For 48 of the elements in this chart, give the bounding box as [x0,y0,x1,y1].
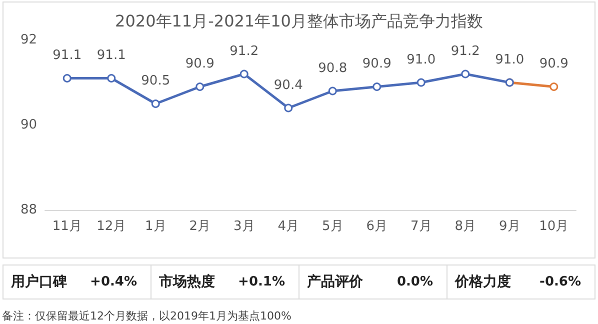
data-label: 91.0 [406,52,436,68]
text: +0.4% [90,274,137,290]
x-tick-label: 3月 [233,219,255,234]
point [284,104,293,112]
data-label: 90.9 [539,56,568,72]
x-tick-label: 4月 [278,219,300,234]
data-label: 91.2 [230,44,259,59]
data-label: 90.5 [141,74,170,88]
point [240,70,248,78]
point [328,86,337,96]
x-tick-label: 7月 [410,219,432,234]
x-tick-label: 10月 [539,219,569,234]
point [461,70,470,78]
point [196,82,204,91]
text: 备注：仅保留最近12个月数据，以2019年1月为基点100% [2,310,292,322]
text: 产品评价 [306,273,364,290]
point [372,82,382,91]
data-label: 90.8 [318,60,348,76]
y-tick-label: 92 [20,32,37,48]
data-label: 91.1 [96,48,126,63]
point [62,74,72,82]
x-tick-label: 6月 [366,219,388,234]
y-tick-label: 90 [20,118,37,132]
text: 0.0% [396,274,433,290]
x-tick-label: 11月 [52,219,82,234]
point [107,74,116,82]
text: 市场热度 [158,273,215,290]
data-label: 90.9 [362,56,392,72]
point [416,78,426,87]
data-label: 91.0 [495,52,524,68]
text: -0.6% [540,274,581,290]
x-tick-label: 8月 [454,219,476,234]
data-label: 91.2 [450,44,480,59]
x-tick-label: 1月 [144,219,166,234]
x-tick-label: 12月 [96,219,126,234]
text: 价格力度 [454,273,511,290]
text: +0.1% [238,274,285,290]
x-tick-label: 9月 [498,219,520,234]
text: 用户口碑 [10,273,67,290]
data-label: 90.9 [185,56,214,72]
data-label: 90.4 [274,78,303,93]
data-label: 91.1 [52,48,82,63]
chart-title: 2020年11月-2021年10月整体市场产品竞争力指数 [115,12,483,30]
x-tick-label: 5月 [322,219,344,234]
point [151,100,160,108]
y-tick-label: 88 [20,202,37,218]
x-tick-label: 2月 [189,219,211,234]
point [550,82,558,91]
